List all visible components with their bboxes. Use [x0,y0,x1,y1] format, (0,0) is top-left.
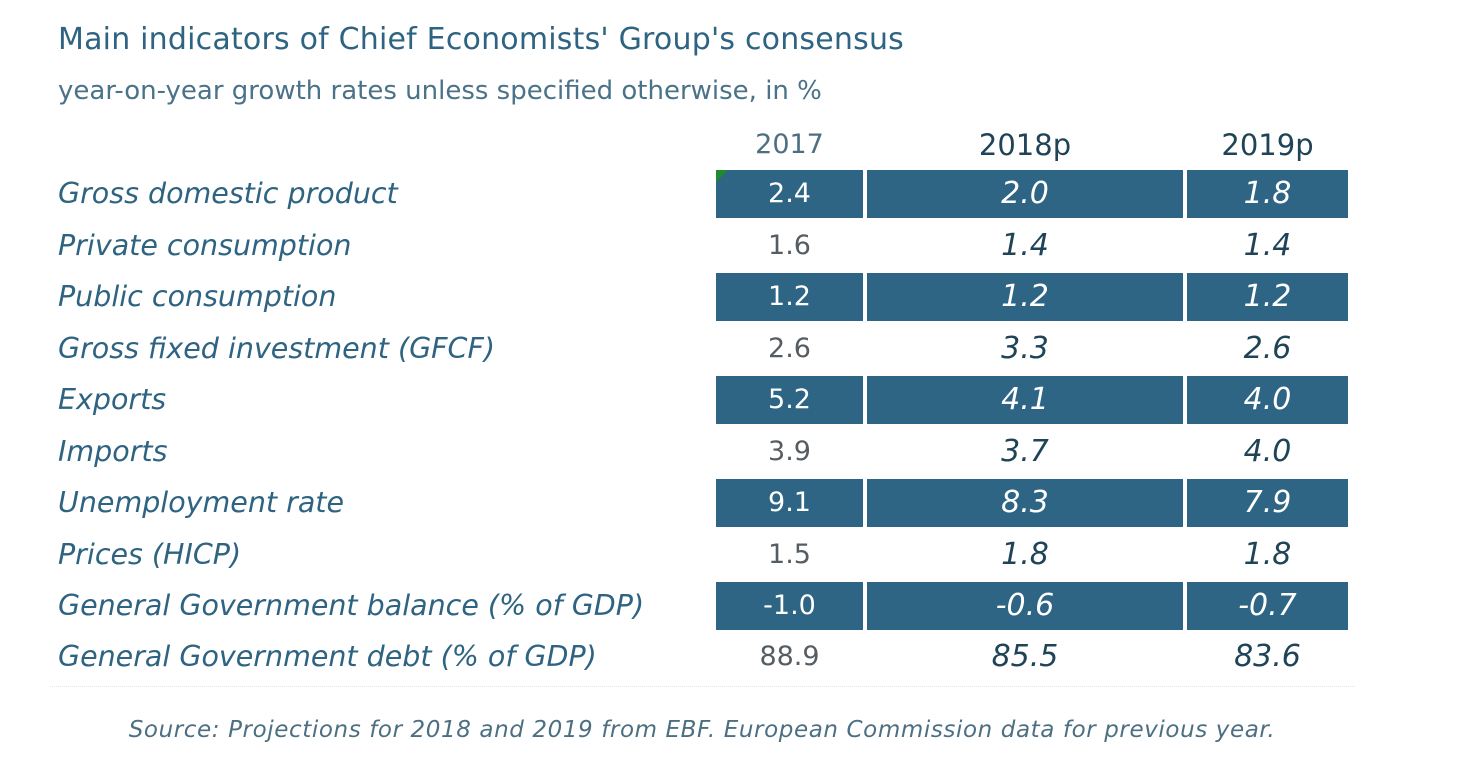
cell-corner-marker [716,170,728,182]
value-2017: 1.2 [716,273,863,321]
row-label: Public consumption [58,280,337,313]
value-2017: 5.2 [716,376,863,424]
value-2019p: 4.0 [1243,434,1292,469]
row-label: Gross fixed investment (GFCF) [58,332,495,365]
column-header-2019p: 2019p [1221,128,1314,162]
table-row: Imports 3.9 3.7 4.0 [0,428,1478,476]
value-2018p: -0.6 [867,582,1183,630]
source-note: Source: Projections for 2018 and 2019 fr… [128,717,1276,743]
table-row: Gross fixed investment (GFCF) 2.6 3.3 2.… [0,325,1478,373]
value-2019p: 1.4 [1243,228,1292,263]
table-title: Main indicators of Chief Economists' Gro… [58,22,904,57]
table-row: Prices (HICP) 1.5 1.8 1.8 [0,531,1478,579]
value-2017: 88.9 [759,641,820,672]
column-header-2017: 2017 [755,129,824,160]
value-2018p: 4.1 [867,376,1183,424]
table-row: Unemployment rate 9.1 8.3 7.9 [0,479,1478,527]
table-subtitle: year-on-year growth rates unless specifi… [58,76,822,106]
value-2019p: 1.2 [1187,273,1348,321]
row-label: Unemployment rate [58,486,345,519]
row-label: General Government debt (% of GDP) [58,640,597,673]
row-label: Prices (HICP) [58,538,242,571]
column-header-2018p: 2018p [978,128,1072,162]
table-row: General Government debt (% of GDP) 88.9 … [0,633,1478,681]
value-2019p: 83.6 [1234,639,1301,674]
value-2018p: 8.3 [867,479,1183,527]
value-2017: 2.4 [716,170,863,218]
table-row: General Government balance (% of GDP) -1… [0,582,1478,630]
value-2017: -1.0 [716,582,863,630]
value-2019p: 4.0 [1187,376,1348,424]
table-row: Public consumption 1.2 1.2 1.2 [0,273,1478,321]
table-row: Gross domestic product 2.4 2.0 1.8 [0,170,1478,218]
table-bottom-gridline [50,686,1355,687]
table-row: Private consumption 1.6 1.4 1.4 [0,222,1478,270]
table-row: Exports 5.2 4.1 4.0 [0,376,1478,424]
value-2017: 9.1 [716,479,863,527]
value-2017: 2.6 [768,333,811,364]
value-2019p: 2.6 [1243,331,1292,366]
value-2017: 3.9 [768,436,811,467]
row-label: Imports [58,435,168,468]
value-2019p: 1.8 [1187,170,1348,218]
value-2018p: 1.8 [1001,537,1049,572]
value-2018p: 2.0 [867,170,1183,218]
row-label: Gross domestic product [58,177,398,210]
value-2018p: 3.7 [1001,434,1049,469]
value-2017: 1.5 [768,539,811,570]
value-2018p: 3.3 [1001,331,1049,366]
value-2017: 1.6 [768,230,811,261]
value-2019p: 7.9 [1187,479,1348,527]
value-2019p: -0.7 [1187,582,1348,630]
row-label: General Government balance (% of GDP) [58,589,645,622]
value-2018p: 1.4 [1001,228,1049,263]
value-2018p: 1.2 [867,273,1183,321]
row-label: Exports [58,383,167,416]
row-label: Private consumption [58,229,352,262]
value-2018p: 85.5 [991,639,1059,674]
value-2019p: 1.8 [1243,537,1292,572]
